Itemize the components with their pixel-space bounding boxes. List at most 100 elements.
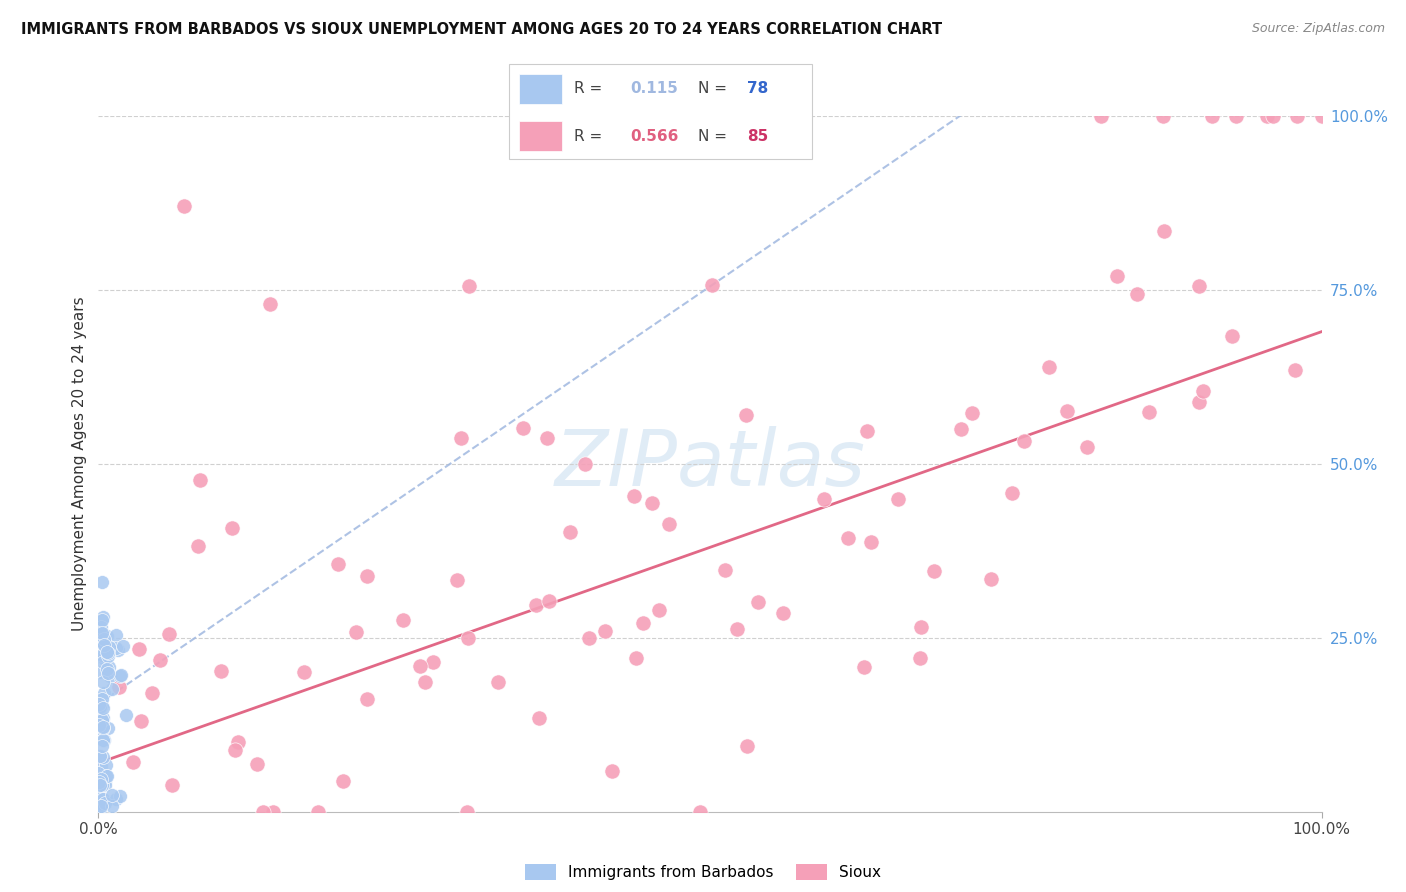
Point	[772, 607, 794, 621]
Point	[1310, 109, 1333, 123]
Point	[89, 718, 111, 732]
Point	[96, 662, 118, 676]
Point	[149, 653, 172, 667]
Point	[1220, 329, 1243, 343]
Text: R =: R =	[574, 81, 607, 96]
Point	[188, 473, 211, 487]
Point	[259, 297, 281, 311]
Point	[91, 648, 114, 662]
Point	[209, 664, 232, 678]
Point	[187, 539, 209, 553]
Point	[574, 458, 596, 472]
Point	[735, 739, 758, 753]
Point	[446, 573, 468, 587]
Point	[224, 742, 246, 756]
Point	[536, 431, 558, 445]
Point	[93, 638, 115, 652]
Point	[93, 648, 115, 662]
Point	[157, 626, 180, 640]
Point	[852, 660, 875, 674]
Point	[173, 199, 195, 213]
Point	[89, 790, 111, 805]
Point	[856, 424, 879, 438]
Point	[714, 563, 737, 577]
Point	[89, 803, 111, 817]
Point	[101, 798, 124, 813]
Point	[512, 421, 534, 435]
Point	[91, 792, 114, 806]
Point	[162, 778, 184, 792]
Text: 85: 85	[748, 128, 769, 144]
Point	[94, 796, 117, 810]
Point	[97, 659, 120, 673]
Point	[104, 792, 127, 806]
Point	[93, 733, 115, 747]
Point	[910, 620, 932, 634]
Text: R =: R =	[574, 128, 607, 144]
Point	[422, 655, 444, 669]
Point	[307, 805, 329, 819]
Point	[89, 775, 111, 789]
Point	[91, 575, 114, 590]
Point	[747, 595, 769, 609]
Point	[887, 491, 910, 506]
FancyBboxPatch shape	[519, 74, 562, 103]
Point	[96, 644, 118, 658]
Point	[910, 651, 932, 665]
Point	[87, 698, 110, 712]
Point	[1076, 440, 1098, 454]
Point	[246, 756, 269, 771]
Point	[105, 628, 128, 642]
Point	[527, 711, 550, 725]
Point	[128, 642, 150, 657]
Point	[105, 640, 128, 655]
Point	[458, 278, 481, 293]
Point	[97, 649, 120, 664]
Point	[689, 805, 711, 819]
Point	[93, 652, 115, 666]
Point	[91, 626, 114, 640]
Point	[524, 598, 547, 612]
Point	[100, 681, 122, 696]
Point	[595, 624, 617, 639]
Text: N =: N =	[697, 81, 727, 96]
Point	[600, 764, 623, 778]
Point	[262, 805, 284, 819]
Point	[1090, 109, 1112, 123]
Point	[1152, 109, 1174, 123]
Point	[1261, 109, 1284, 123]
Point	[94, 773, 117, 788]
Point	[1000, 486, 1022, 500]
Point	[332, 774, 354, 789]
Point	[90, 772, 112, 786]
Point	[641, 496, 664, 510]
Point	[960, 407, 983, 421]
Point	[108, 680, 131, 694]
Point	[89, 700, 111, 714]
Point	[91, 655, 114, 669]
Point	[110, 667, 132, 681]
Text: N =: N =	[697, 128, 727, 144]
Point	[97, 665, 120, 680]
Point	[90, 759, 112, 773]
Point	[538, 594, 561, 608]
FancyBboxPatch shape	[519, 121, 562, 151]
Point	[408, 659, 430, 673]
Point	[221, 521, 243, 535]
Point	[91, 720, 114, 734]
Point	[734, 408, 756, 422]
Point	[91, 750, 114, 764]
Point	[1191, 384, 1213, 398]
Point	[457, 631, 479, 645]
Point	[87, 766, 110, 780]
Point	[922, 564, 945, 578]
Point	[1225, 109, 1247, 123]
Point	[1038, 360, 1060, 375]
Point	[141, 685, 163, 699]
Point	[1153, 224, 1175, 238]
Point	[91, 701, 114, 715]
Point	[91, 770, 114, 784]
Point	[648, 603, 671, 617]
Point	[1201, 109, 1223, 123]
Point	[344, 625, 367, 640]
